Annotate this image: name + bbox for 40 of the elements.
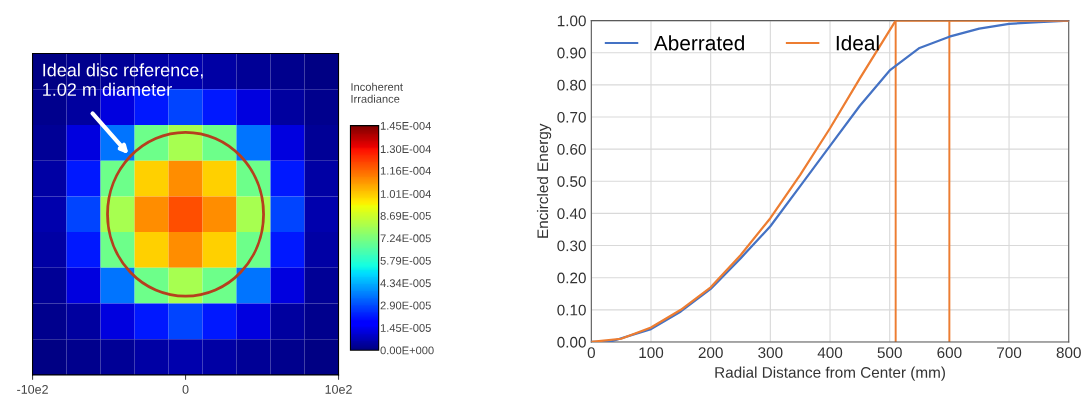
color-bar-label: 5.79E-005 xyxy=(380,256,431,265)
color-bar-label: 8.69E-005 xyxy=(380,211,431,220)
color-bar-label: 7.24E-005 xyxy=(380,234,431,243)
annotation: Ideal disc reference, 1.02 m diameter xyxy=(43,63,203,96)
x-tick-label: 300 xyxy=(758,347,783,359)
x-tick-label: 400 xyxy=(817,347,843,359)
color-bar-label: 1.01E-004 xyxy=(380,190,431,198)
color-bar-label: 1.16E-004 xyxy=(380,166,431,175)
x-tick-label: 500 xyxy=(877,347,902,359)
y-tick-label: 0.10 xyxy=(557,304,586,316)
x-tick-label: 0 xyxy=(587,347,595,359)
y-tick-label: 1.00 xyxy=(557,15,586,27)
legend-label: Ideal xyxy=(836,35,879,51)
color-bar-label: 1.30E-004 xyxy=(380,145,431,154)
legend-label: Aberrated xyxy=(653,35,744,51)
x-tick-label: 700 xyxy=(997,347,1022,359)
x-tick-label: 100 xyxy=(639,347,664,359)
y-tick-label: 0.80 xyxy=(557,79,586,91)
color-bar-label: 1.45E-004 xyxy=(380,121,431,130)
color-bar-label: 4.34E-005 xyxy=(380,279,431,288)
x-tick-label: -10e2 xyxy=(17,384,48,394)
color-bar-label: 2.90E-005 xyxy=(380,301,431,310)
y-tick-label: 0.00 xyxy=(557,336,586,348)
y-tick-label: 0.40 xyxy=(557,208,586,220)
color-bar-label: 1.45E-005 xyxy=(380,324,431,332)
y-tick-label: 0.90 xyxy=(557,47,586,59)
x-tick-label: 0 xyxy=(182,384,189,394)
color-bar-title: Incoherent Irradiance xyxy=(351,82,403,103)
y-axis-title: Encircled Energy xyxy=(536,123,552,238)
y-tick-label: 0.60 xyxy=(557,144,586,155)
y-tick-label: 0.30 xyxy=(557,240,586,252)
x-tick-label: 200 xyxy=(698,347,723,359)
x-tick-label: 600 xyxy=(937,347,962,359)
y-tick-label: 0.50 xyxy=(557,176,586,187)
x-tick-label: 10e2 xyxy=(325,384,352,394)
x-tick-label: 800 xyxy=(1056,347,1081,359)
y-tick-label: 0.70 xyxy=(557,111,586,123)
color-bar-label: 0.00E+000 xyxy=(380,346,434,355)
x-axis-title: Radial Distance from Center (mm) xyxy=(715,366,945,381)
y-tick-label: 0.20 xyxy=(557,272,586,284)
